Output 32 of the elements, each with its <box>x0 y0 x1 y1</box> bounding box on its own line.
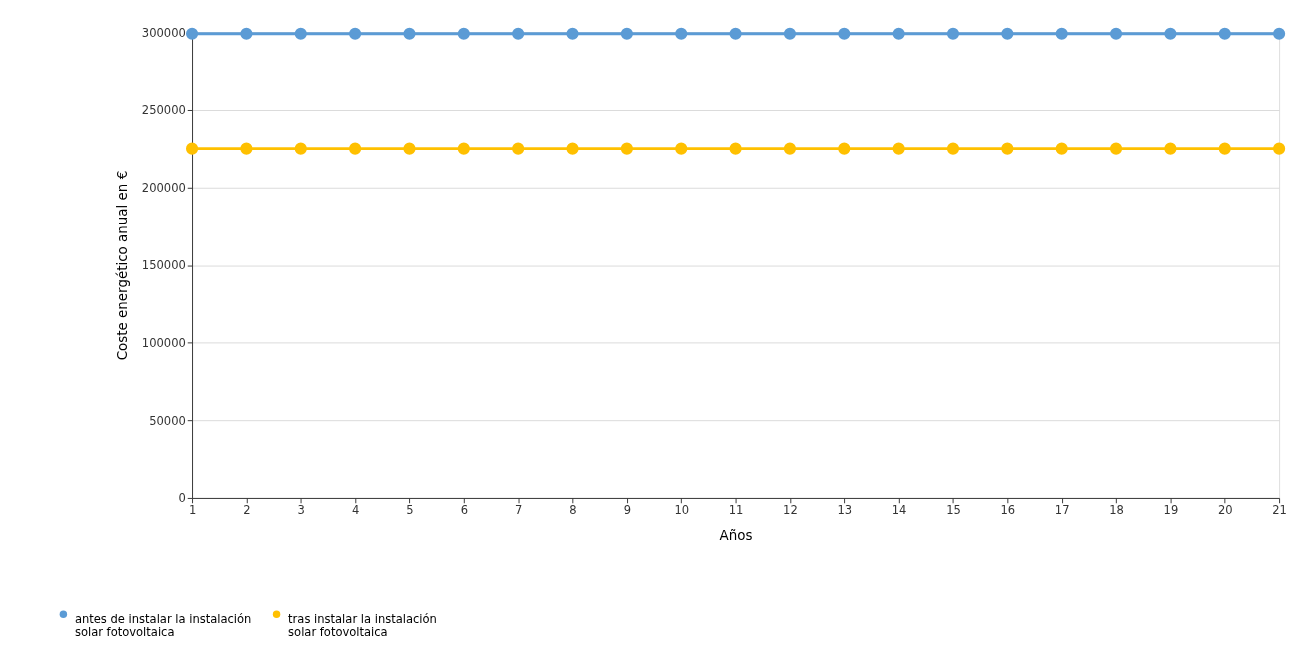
x-tick-label: 2 <box>243 502 251 517</box>
x-tick-label: 12 <box>783 502 798 517</box>
x-tick-label: 6 <box>460 502 468 517</box>
x-tick-label: 14 <box>891 502 907 517</box>
x-tick-label: 5 <box>406 502 414 517</box>
x-tick-label: 13 <box>837 502 853 517</box>
x-tick-label: 20 <box>1217 502 1233 517</box>
y-tick-label: 300000 <box>141 25 186 40</box>
x-tick-label: 9 <box>623 502 632 517</box>
x-tick-label: 3 <box>297 502 305 517</box>
x-tick-label: 19 <box>1163 502 1179 517</box>
x-tick-label: 17 <box>1054 502 1070 517</box>
legend-label: antes de instalar la instalación solar fotovoltaica <box>74 611 252 640</box>
x-tick-label: 1 <box>188 502 197 517</box>
y-tick-label: 200000 <box>141 180 186 195</box>
x-tick-label: 18 <box>1109 502 1124 517</box>
x-tick-label: 8 <box>569 502 577 517</box>
x-axis-title: Años <box>719 527 753 543</box>
x-tick-label: 11 <box>728 502 744 517</box>
y-tick-label: 50000 <box>149 413 186 428</box>
legend-label: tras instalar la instalación solar fotovoltaica <box>288 611 437 640</box>
x-tick-label: 21 <box>1272 502 1287 517</box>
y-axis-title: Coste energético anual en € <box>115 170 131 361</box>
x-tick-label: 16 <box>1000 502 1016 517</box>
y-tick-label: 250000 <box>141 103 186 118</box>
x-tick-label: 4 <box>351 502 360 517</box>
y-tick-label: 0 <box>178 491 186 506</box>
y-tick-label: 150000 <box>141 258 186 273</box>
y-tick-label: 100000 <box>141 336 186 351</box>
x-tick-label: 15 <box>946 502 961 517</box>
x-tick-label: 7 <box>514 502 523 517</box>
x-tick-label: 10 <box>674 502 690 517</box>
